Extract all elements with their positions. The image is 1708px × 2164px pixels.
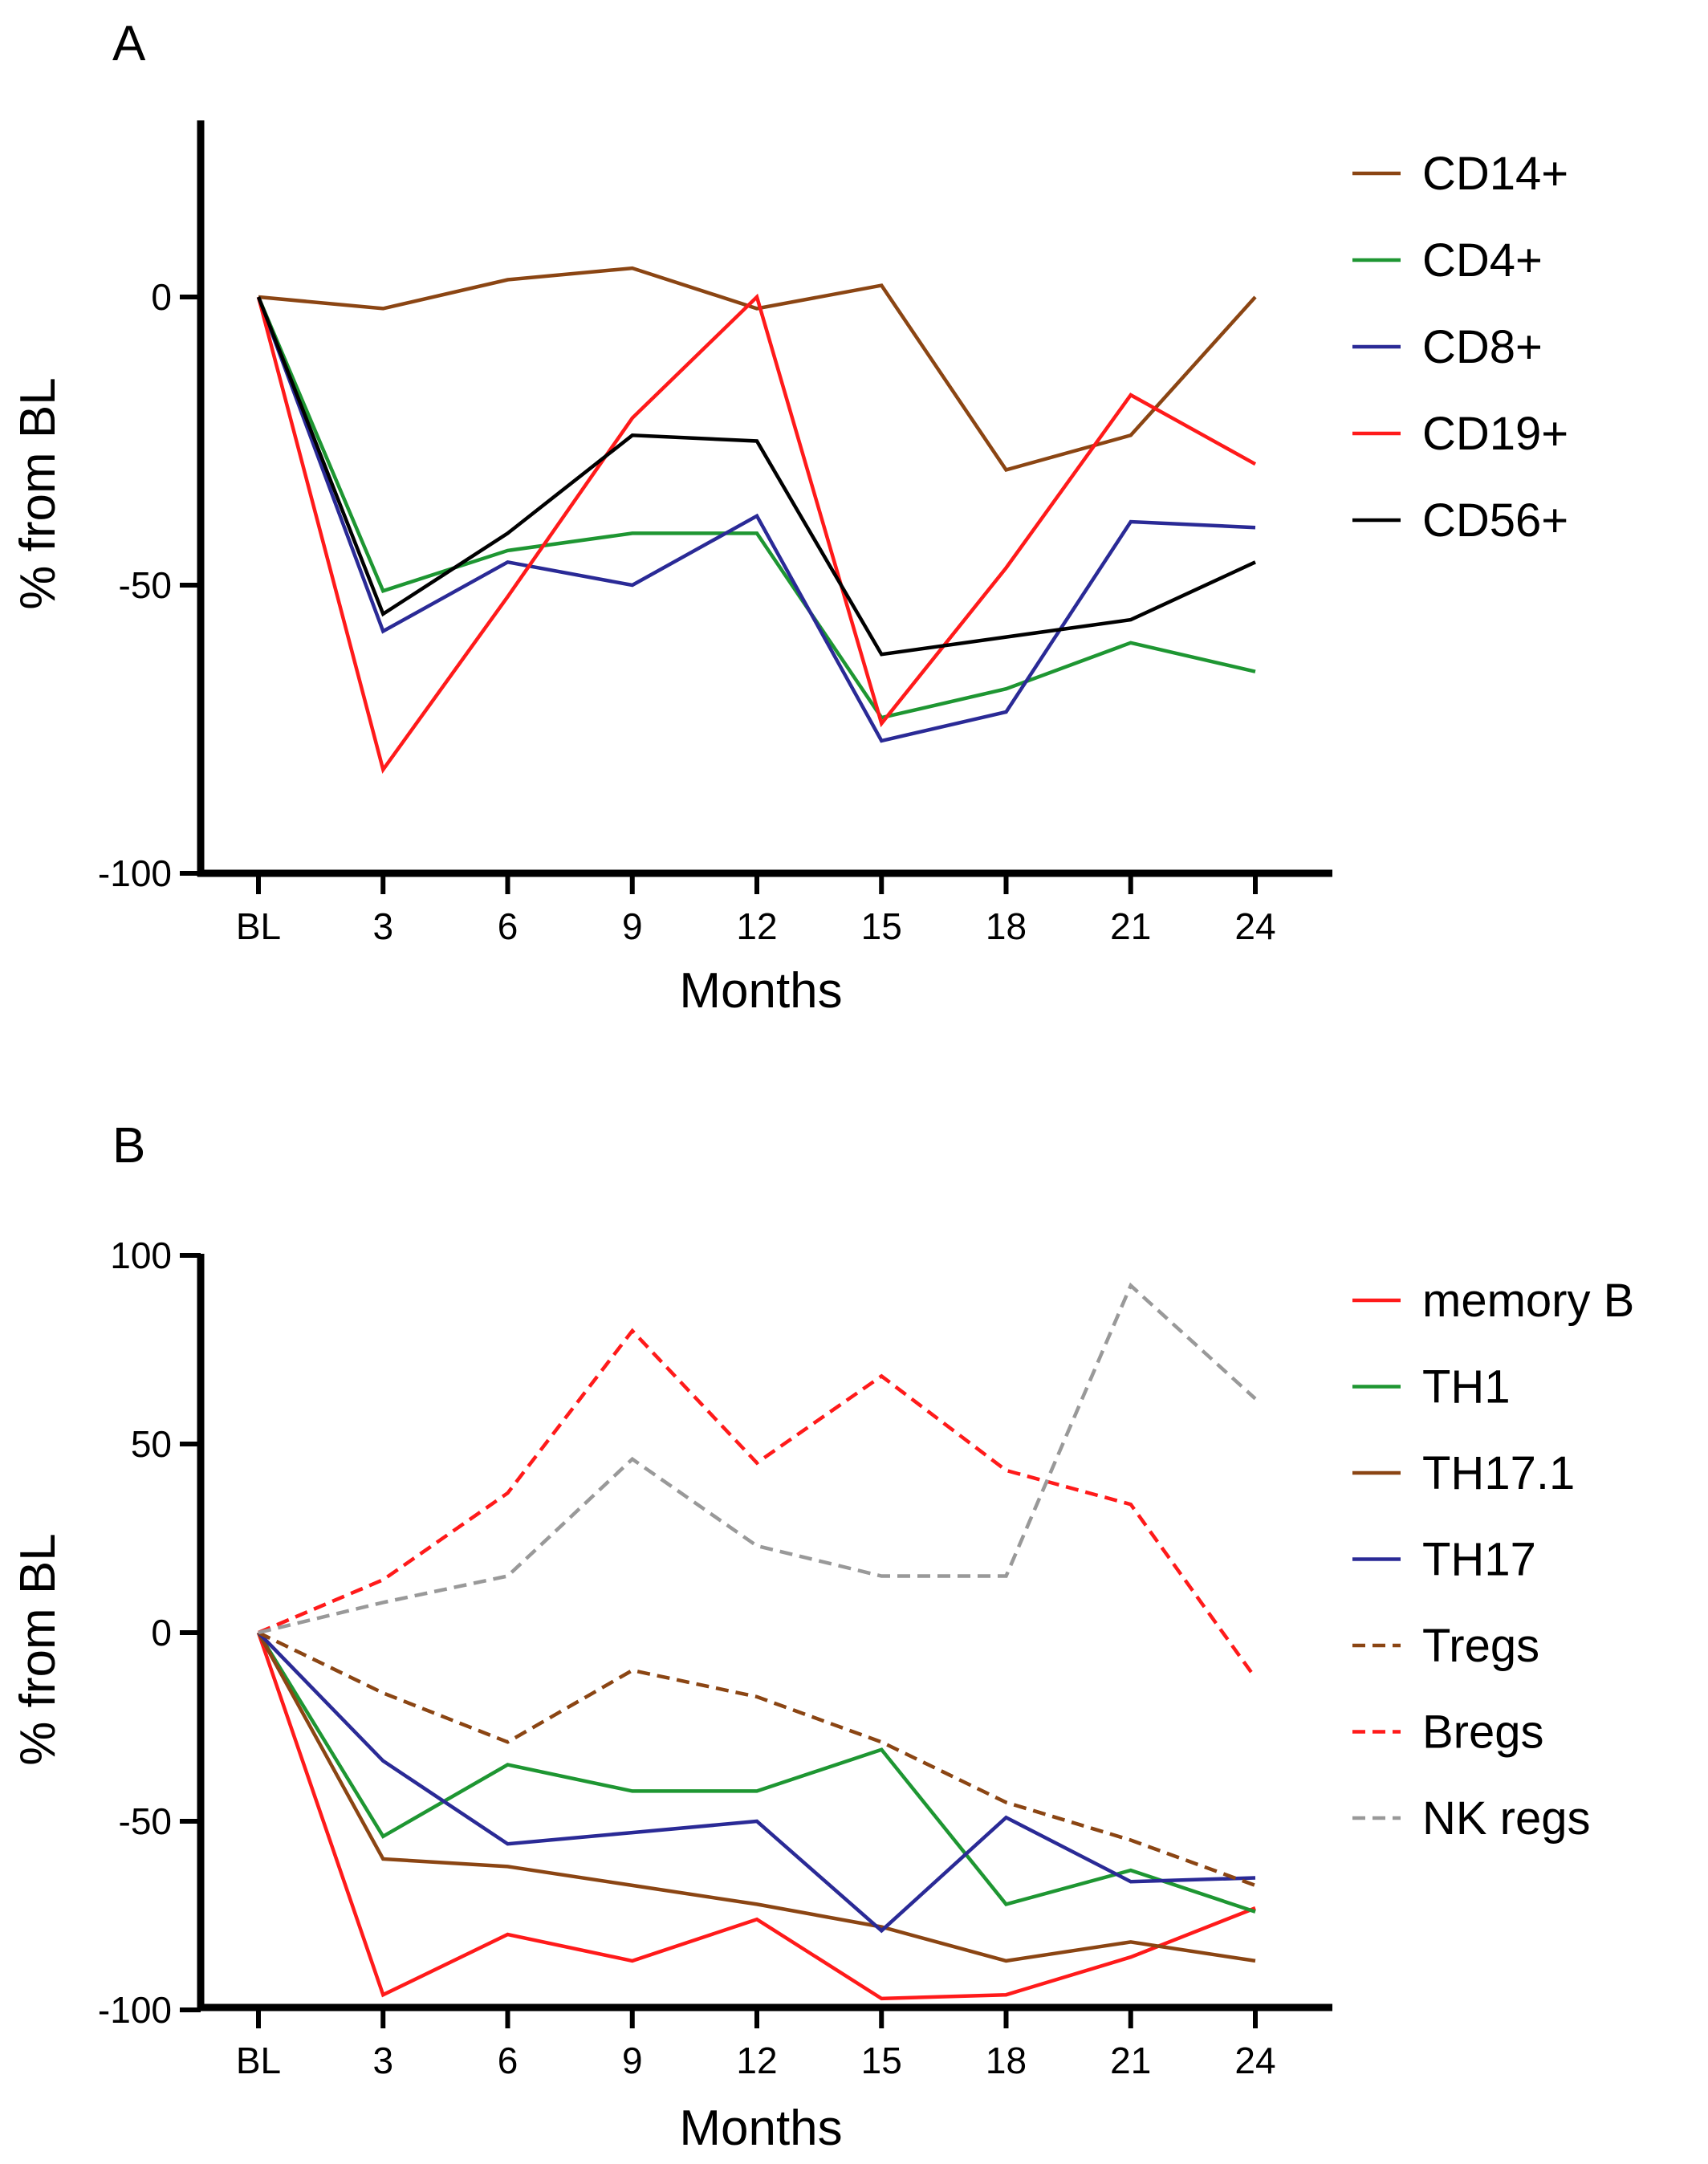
panel-a-x-tick-label: BL <box>236 905 281 947</box>
panel-b-series-line-th17-1 <box>257 1631 1256 1963</box>
legend-label: Bregs <box>1422 1706 1544 1759</box>
legend-label: TH17.1 <box>1422 1447 1575 1499</box>
panel-b-legend: memory B TH1 TH17.1 TH17 Tregs Bregs NK regs <box>1352 1275 1634 1845</box>
panel-a-x-tick-label: 15 <box>861 905 902 947</box>
legend-item: TH17 <box>1352 1534 1536 1586</box>
panel-a-x-tick-label: 24 <box>1234 905 1275 947</box>
legend-item: CD19+ <box>1352 408 1568 460</box>
panel-a-series-line-cd56- <box>256 296 1256 657</box>
legend-item: TH17.1 <box>1352 1447 1575 1499</box>
panel-b-x-tick-label: BL <box>236 2040 281 2081</box>
panel-b-series-line-nk-regs <box>258 1282 1257 1635</box>
panel-b-x-tick-label: 21 <box>1110 2040 1151 2081</box>
legend-item: CD8+ <box>1352 321 1543 373</box>
panel-b-series-line-memory-b <box>256 1632 1256 2001</box>
panel-b-y-tick-label: 50 <box>131 1423 172 1465</box>
panel-b-x-tick-label: 9 <box>622 2040 643 2081</box>
panel-b: B 100 50 0 -50 -100 BL 3 6 9 12 15 18 21 24 Months % … <box>10 1118 1634 2156</box>
panel-b-series-line-th1 <box>257 1631 1256 1914</box>
panel-b-series-line-tregs <box>258 1630 1256 1888</box>
panel-b-y-axis-title: % from BL <box>10 1533 66 1765</box>
panel-b-plot-area: 100 50 0 -50 -100 BL 3 6 9 12 15 18 21 24 <box>98 1235 1332 2081</box>
legend-item: TH1 <box>1352 1361 1511 1414</box>
legend-label: CD19+ <box>1422 408 1568 460</box>
legend-item: CD14+ <box>1352 148 1568 200</box>
panel-a-x-tick-label: 9 <box>622 905 643 947</box>
legend-item: Tregs <box>1352 1620 1539 1672</box>
panel-a-legend: CD14+ CD4+ CD8+ CD19+ CD56+ <box>1352 148 1568 547</box>
panel-a-x-tick-label: 12 <box>736 905 777 947</box>
panel-a-x-tick-label: 21 <box>1110 905 1151 947</box>
legend-label: CD4+ <box>1422 234 1543 287</box>
panel-a-y-axis-title: % from BL <box>10 377 66 609</box>
panel-a-x-tick-label: 18 <box>986 905 1027 947</box>
panel-a-x-tick-label: 3 <box>372 905 393 947</box>
panel-a-series-line-cd19- <box>256 293 1257 774</box>
legend-label: CD56+ <box>1422 494 1568 547</box>
panel-b-x-tick-label: 18 <box>986 2040 1027 2081</box>
panel-b-x-tick-label: 12 <box>736 2040 777 2081</box>
legend-label: TH17 <box>1422 1534 1536 1586</box>
panel-b-series-line-th17 <box>257 1631 1256 1934</box>
legend-item: memory B <box>1352 1275 1634 1327</box>
legend-item: CD56+ <box>1352 494 1568 547</box>
legend-label: CD14+ <box>1422 148 1568 200</box>
panel-a: A 0 -50 -100 BL 3 6 9 12 15 18 21 24 Months % from … <box>10 16 1568 1019</box>
legend-item: Bregs <box>1352 1706 1544 1759</box>
panel-b-y-tick-label: 0 <box>151 1612 172 1654</box>
panel-a-series-line-cd4- <box>256 296 1256 720</box>
panel-b-series-line-bregs <box>258 1328 1257 1679</box>
panel-a-y-tick-label: -100 <box>98 852 172 894</box>
panel-b-y-tick-label: -50 <box>119 1800 172 1842</box>
legend-label: Tregs <box>1422 1620 1539 1672</box>
panel-a-y-tick-label: 0 <box>151 276 172 318</box>
panel-b-x-tick-label: 24 <box>1234 2040 1275 2081</box>
panel-a-series-line-cd8- <box>256 296 1256 743</box>
panel-a-plot-area: 0 -50 -100 BL 3 6 9 12 15 18 21 24 <box>98 120 1332 947</box>
panel-a-x-tick-label: 6 <box>498 905 518 947</box>
panel-b-x-axis-title: Months <box>679 2101 842 2156</box>
panel-b-x-tick-label: 6 <box>498 2040 518 2081</box>
panel-b-letter: B <box>112 1118 145 1174</box>
panel-a-x-axis-title: Months <box>679 963 842 1019</box>
legend-item: CD4+ <box>1352 234 1543 287</box>
panel-b-y-tick-label: 100 <box>110 1235 172 1276</box>
legend-label: memory B <box>1422 1275 1634 1327</box>
panel-a-series-line-cd14- <box>258 266 1257 473</box>
legend-item: NK regs <box>1352 1792 1591 1845</box>
panel-b-x-tick-label: 15 <box>861 2040 902 2081</box>
legend-label: CD8+ <box>1422 321 1543 373</box>
legend-label: TH1 <box>1422 1361 1511 1414</box>
panel-a-y-tick-label: -50 <box>119 564 172 606</box>
legend-label: NK regs <box>1422 1792 1591 1845</box>
panel-b-x-tick-label: 3 <box>372 2040 393 2081</box>
panel-a-letter: A <box>112 16 146 71</box>
panel-b-y-tick-label: -100 <box>98 1989 172 2031</box>
